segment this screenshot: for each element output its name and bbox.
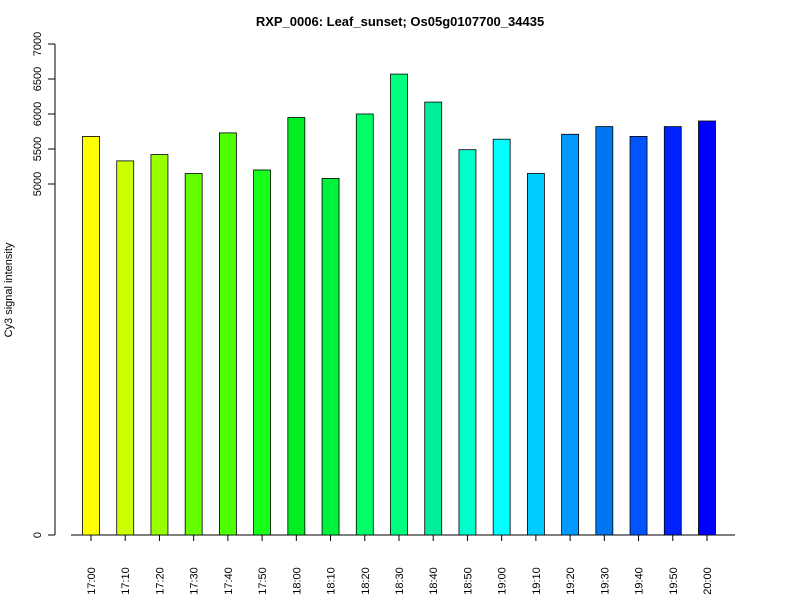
- x-tick-label: 18:00: [291, 567, 303, 595]
- bar-1740: [218, 132, 237, 536]
- bar-1700: [82, 135, 100, 536]
- x-tick-label: 18:50: [462, 567, 474, 595]
- x-tick-label: 19:50: [668, 567, 680, 595]
- bar-1900: [492, 138, 511, 536]
- y-tick-label: 6000: [32, 102, 44, 126]
- bar-1930: [595, 126, 614, 536]
- bar-1940: [629, 135, 648, 536]
- bar-1800: [287, 117, 306, 536]
- y-tick-label: 0: [32, 532, 44, 538]
- bar-1850: [458, 149, 477, 536]
- x-tick-label: 18:10: [326, 567, 338, 595]
- x-tick-label: 17:20: [154, 567, 166, 595]
- x-tick-label: 17:10: [120, 567, 132, 595]
- x-tick-labels: 17:00 17:10 17:20 17:30 17:40 17:50 18:00 18:10…: [86, 535, 714, 595]
- bar-1730: [184, 173, 203, 536]
- bar-1750: [253, 169, 272, 536]
- y-tick-label: 5000: [32, 172, 44, 196]
- y-tick-label: 6500: [32, 67, 44, 91]
- bar-1830: [390, 73, 408, 536]
- bar-1920: [561, 133, 580, 536]
- x-tick-label: 17:50: [257, 567, 269, 595]
- x-tick-label: 18:20: [360, 567, 372, 595]
- y-tick-label: 5500: [32, 137, 44, 161]
- x-tick-label: 19:10: [531, 567, 543, 595]
- axis-group: 0 5000 5500 6000 6500 7000: [32, 32, 735, 538]
- bar-1710: [116, 160, 135, 536]
- bar-1950: [663, 126, 682, 536]
- x-tick-label: 19:00: [497, 567, 509, 595]
- x-tick-label: 17:30: [189, 567, 201, 595]
- x-tick-label: 19:30: [599, 567, 611, 595]
- x-tick-label: 19:20: [565, 567, 577, 595]
- bar-1810: [321, 177, 340, 536]
- bar-2000: [698, 120, 716, 536]
- bar-1840: [424, 101, 443, 536]
- bars-group: [82, 73, 716, 536]
- bar-1910: [526, 173, 545, 536]
- bar-1720: [150, 154, 169, 536]
- x-tick-label: 18:40: [428, 567, 440, 595]
- x-tick-label: 17:00: [86, 567, 98, 595]
- chart-title: RXP_0006: Leaf_sunset; Os05g0107700_3443…: [256, 14, 544, 29]
- y-axis-label: Cy3 signal intensity: [3, 242, 15, 337]
- x-tick-label: 17:40: [223, 567, 235, 595]
- x-tick-label: 18:30: [394, 567, 406, 595]
- x-tick-label: 19:40: [634, 567, 646, 595]
- y-tick-label: 7000: [32, 32, 44, 56]
- x-tick-label: 20:00: [702, 567, 714, 595]
- bar-1820: [355, 113, 374, 536]
